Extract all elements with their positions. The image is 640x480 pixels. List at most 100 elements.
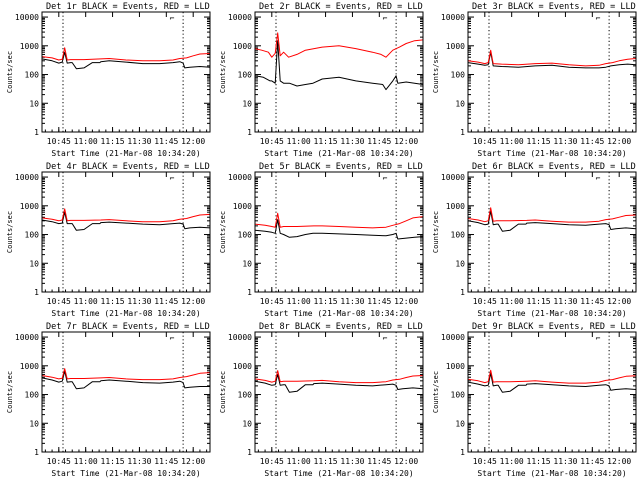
x-tick-label: 12:00 — [394, 457, 418, 466]
x-tick-label: 11:45 — [580, 457, 604, 466]
x-tick-label: 11:15 — [101, 297, 125, 306]
y-tick-label: 10 — [242, 259, 252, 268]
x-tick-label: 11:30 — [553, 457, 577, 466]
x-tick-label: 11:00 — [500, 457, 524, 466]
x-tick-label: 11:00 — [500, 297, 524, 306]
x-tick-label: 12:00 — [607, 137, 631, 146]
y-tick-label: 100 — [25, 71, 40, 80]
series-line-lld — [467, 49, 637, 67]
corner-marker-icon: ⌐ — [170, 334, 175, 343]
series-line-events — [41, 51, 211, 70]
x-tick-label: 10:45 — [260, 457, 284, 466]
y-tick-label: 100 — [451, 71, 466, 80]
y-tick-label: 1000 — [233, 362, 252, 371]
y-axis-label: Counts/sec — [432, 371, 440, 413]
y-tick-label: 10000 — [15, 173, 39, 182]
corner-marker-icon: ⌐ — [383, 174, 388, 183]
panel-title: Det 6r BLACK = Events, RED = LLD — [472, 162, 636, 172]
y-tick-label: 1000 — [446, 42, 465, 51]
detector-panel-9: Det 9r BLACK = Events, RED = LLD Counts/s… — [432, 322, 637, 478]
y-tick-label: 1 — [247, 448, 252, 457]
series-line-events — [254, 373, 424, 393]
y-axis-label: Counts/sec — [432, 211, 440, 253]
x-tick-label: 11:15 — [527, 137, 551, 146]
y-axis-label: Counts/sec — [6, 211, 14, 253]
y-tick-label: 1 — [247, 128, 252, 137]
x-tick-label: 10:45 — [473, 137, 497, 146]
y-axis-label: Counts/sec — [219, 211, 227, 253]
y-tick-label: 10000 — [441, 333, 465, 342]
x-tick-label: 10:45 — [47, 297, 71, 306]
y-tick-label: 100 — [25, 231, 40, 240]
x-tick-label: 12:00 — [181, 457, 205, 466]
y-tick-label: 1000 — [233, 202, 252, 211]
x-tick-label: 10:45 — [260, 297, 284, 306]
corner-marker-icon: ⌐ — [596, 174, 601, 183]
y-axis-label: Counts/sec — [6, 371, 14, 413]
series-line-lld — [41, 47, 211, 62]
y-tick-label: 100 — [451, 391, 466, 400]
x-tick-label: 11:00 — [287, 297, 311, 306]
y-tick-label: 100 — [451, 231, 466, 240]
series-line-lld — [467, 369, 637, 384]
y-axis-label: Counts/sec — [6, 51, 14, 93]
x-tick-label: 11:30 — [127, 457, 151, 466]
x-tick-label: 11:00 — [74, 297, 98, 306]
x-tick-label: 11:00 — [500, 137, 524, 146]
y-tick-label: 1 — [34, 128, 39, 137]
x-tick-label: 11:00 — [74, 457, 98, 466]
plot-frame — [467, 171, 637, 293]
series-line-events — [41, 211, 211, 231]
y-tick-label: 100 — [238, 71, 253, 80]
y-tick-label: 1 — [460, 448, 465, 457]
x-tick-label: 11:15 — [314, 137, 338, 146]
detector-panel-8: Det 8r BLACK = Events, RED = LLD Counts/s… — [219, 322, 424, 478]
corner-marker-icon: ⌐ — [596, 334, 601, 343]
y-tick-label: 1 — [247, 288, 252, 297]
x-tick-label: 11:15 — [314, 457, 338, 466]
x-tick-label: 11:30 — [340, 457, 364, 466]
x-tick-label: 10:45 — [473, 457, 497, 466]
detector-panel-2: Det 2r BLACK = Events, RED = LLD Counts/s… — [219, 2, 424, 158]
panel-title: Det 7r BLACK = Events, RED = LLD — [46, 322, 210, 332]
x-tick-label: 10:45 — [260, 137, 284, 146]
panel-title: Det 4r BLACK = Events, RED = LLD — [46, 162, 210, 172]
corner-marker-icon: ⌐ — [596, 14, 601, 23]
x-tick-label: 11:45 — [580, 137, 604, 146]
panel-title: Det 9r BLACK = Events, RED = LLD — [472, 322, 636, 332]
panel-title: Det 3r BLACK = Events, RED = LLD — [472, 2, 636, 12]
x-tick-label: 12:00 — [607, 457, 631, 466]
corner-marker-icon: ⌐ — [170, 14, 175, 23]
panel-title: Det 2r BLACK = Events, RED = LLD — [259, 2, 423, 12]
y-tick-label: 1000 — [233, 42, 252, 51]
y-tick-label: 100 — [25, 391, 40, 400]
x-tick-label: 11:00 — [74, 137, 98, 146]
x-tick-label: 11:45 — [154, 137, 178, 146]
plot-frame — [467, 331, 637, 453]
x-tick-label: 11:15 — [314, 297, 338, 306]
y-tick-label: 10 — [29, 259, 39, 268]
y-tick-label: 10 — [455, 419, 465, 428]
x-tick-label: 11:15 — [101, 457, 125, 466]
y-axis-label: Counts/sec — [219, 371, 227, 413]
y-tick-label: 10 — [242, 99, 252, 108]
y-tick-label: 1 — [34, 288, 39, 297]
y-tick-label: 1000 — [20, 362, 39, 371]
x-axis-label: Start Time (21-Mar-08 10:34:20) — [51, 309, 200, 318]
y-tick-label: 1000 — [446, 202, 465, 211]
plot-frame — [41, 171, 211, 293]
y-tick-label: 10 — [242, 419, 252, 428]
series-line-lld — [254, 370, 424, 384]
y-tick-label: 10 — [29, 99, 39, 108]
y-tick-label: 10 — [29, 419, 39, 428]
y-tick-label: 10000 — [15, 333, 39, 342]
x-axis-label: Start Time (21-Mar-08 10:34:20) — [51, 149, 200, 158]
y-tick-label: 10000 — [228, 333, 252, 342]
series-line-lld — [254, 32, 424, 58]
y-tick-label: 1000 — [20, 202, 39, 211]
x-tick-label: 11:15 — [101, 137, 125, 146]
x-tick-label: 11:45 — [580, 297, 604, 306]
series-line-events — [467, 372, 637, 393]
series-line-lld — [254, 212, 424, 229]
